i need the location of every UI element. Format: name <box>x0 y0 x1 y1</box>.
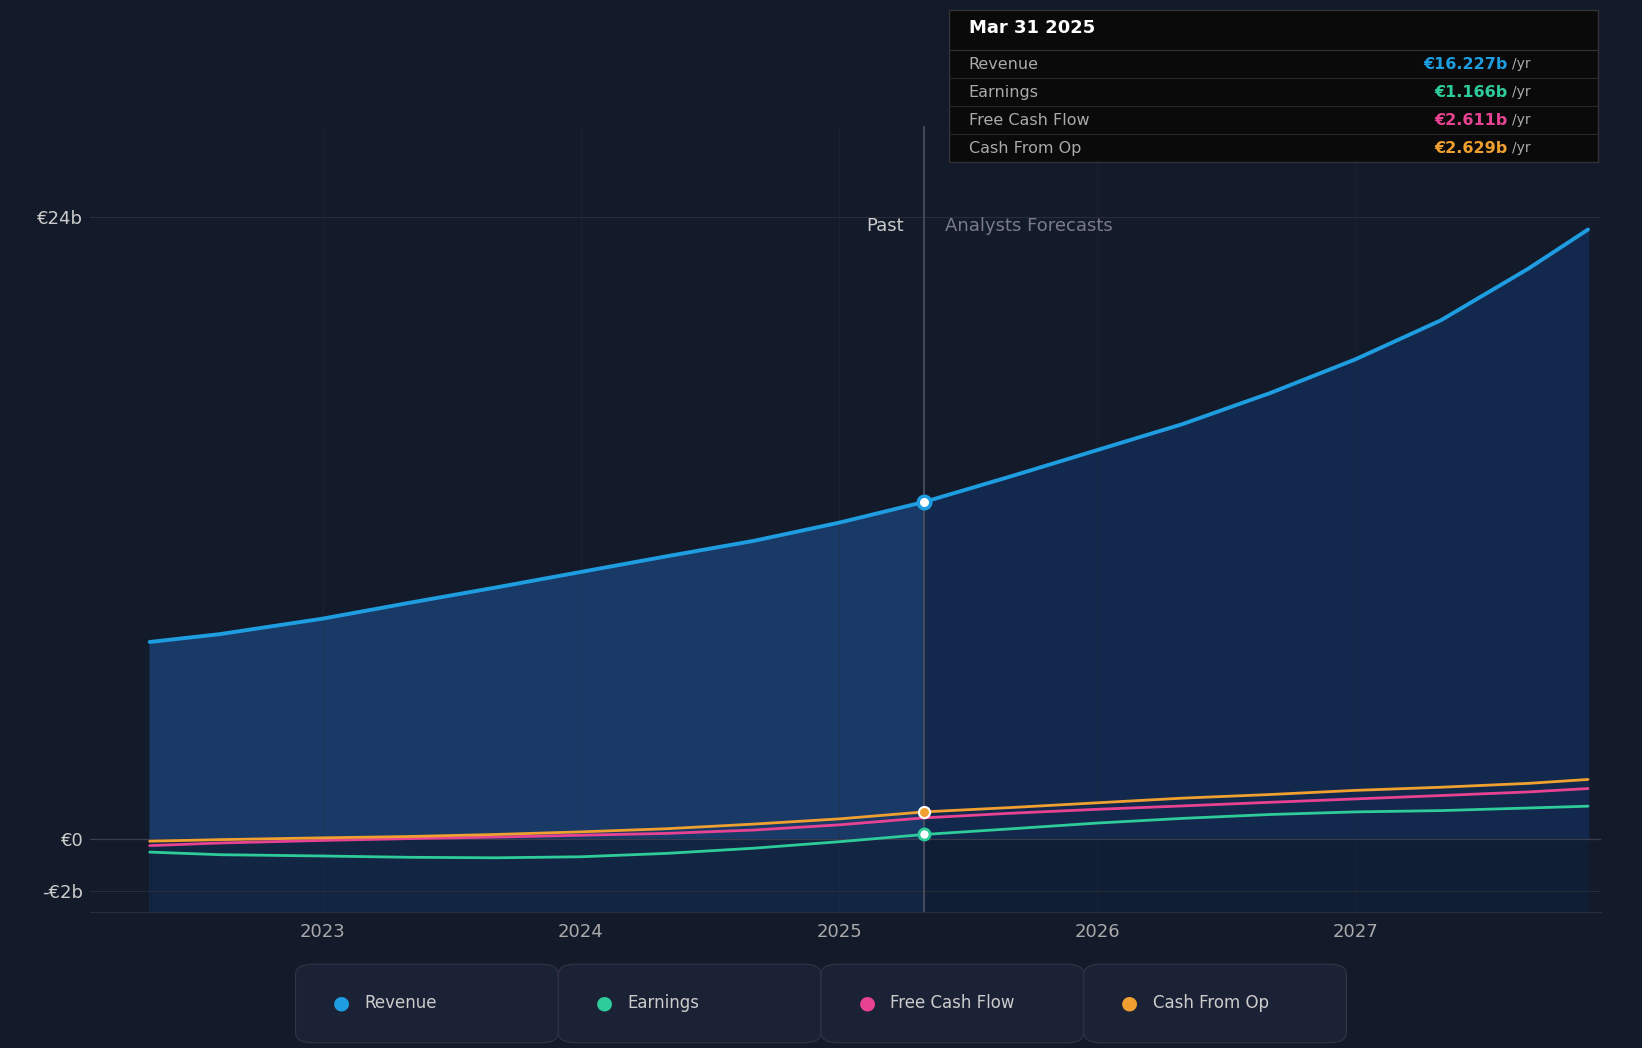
Text: Free Cash Flow: Free Cash Flow <box>969 113 1089 128</box>
Text: ●: ● <box>859 994 875 1013</box>
Text: Mar 31 2025: Mar 31 2025 <box>969 19 1095 37</box>
Text: Past: Past <box>865 217 903 235</box>
Text: Revenue: Revenue <box>365 995 437 1012</box>
Text: Cash From Op: Cash From Op <box>1153 995 1269 1012</box>
Text: €2.629b: €2.629b <box>1433 140 1507 156</box>
Text: /yr: /yr <box>1512 141 1530 155</box>
Text: ●: ● <box>333 994 350 1013</box>
Text: €1.166b: €1.166b <box>1433 85 1507 100</box>
Text: /yr: /yr <box>1512 85 1530 100</box>
Text: €2.611b: €2.611b <box>1433 113 1507 128</box>
Text: ●: ● <box>596 994 612 1013</box>
Text: Analysts Forecasts: Analysts Forecasts <box>946 217 1113 235</box>
Text: ●: ● <box>1121 994 1138 1013</box>
Text: /yr: /yr <box>1512 58 1530 71</box>
Text: /yr: /yr <box>1512 113 1530 128</box>
Text: Revenue: Revenue <box>969 57 1039 72</box>
Text: Earnings: Earnings <box>969 85 1039 100</box>
Text: Cash From Op: Cash From Op <box>969 140 1080 156</box>
Text: Earnings: Earnings <box>627 995 699 1012</box>
Text: Free Cash Flow: Free Cash Flow <box>890 995 1015 1012</box>
Text: €16.227b: €16.227b <box>1424 57 1507 72</box>
